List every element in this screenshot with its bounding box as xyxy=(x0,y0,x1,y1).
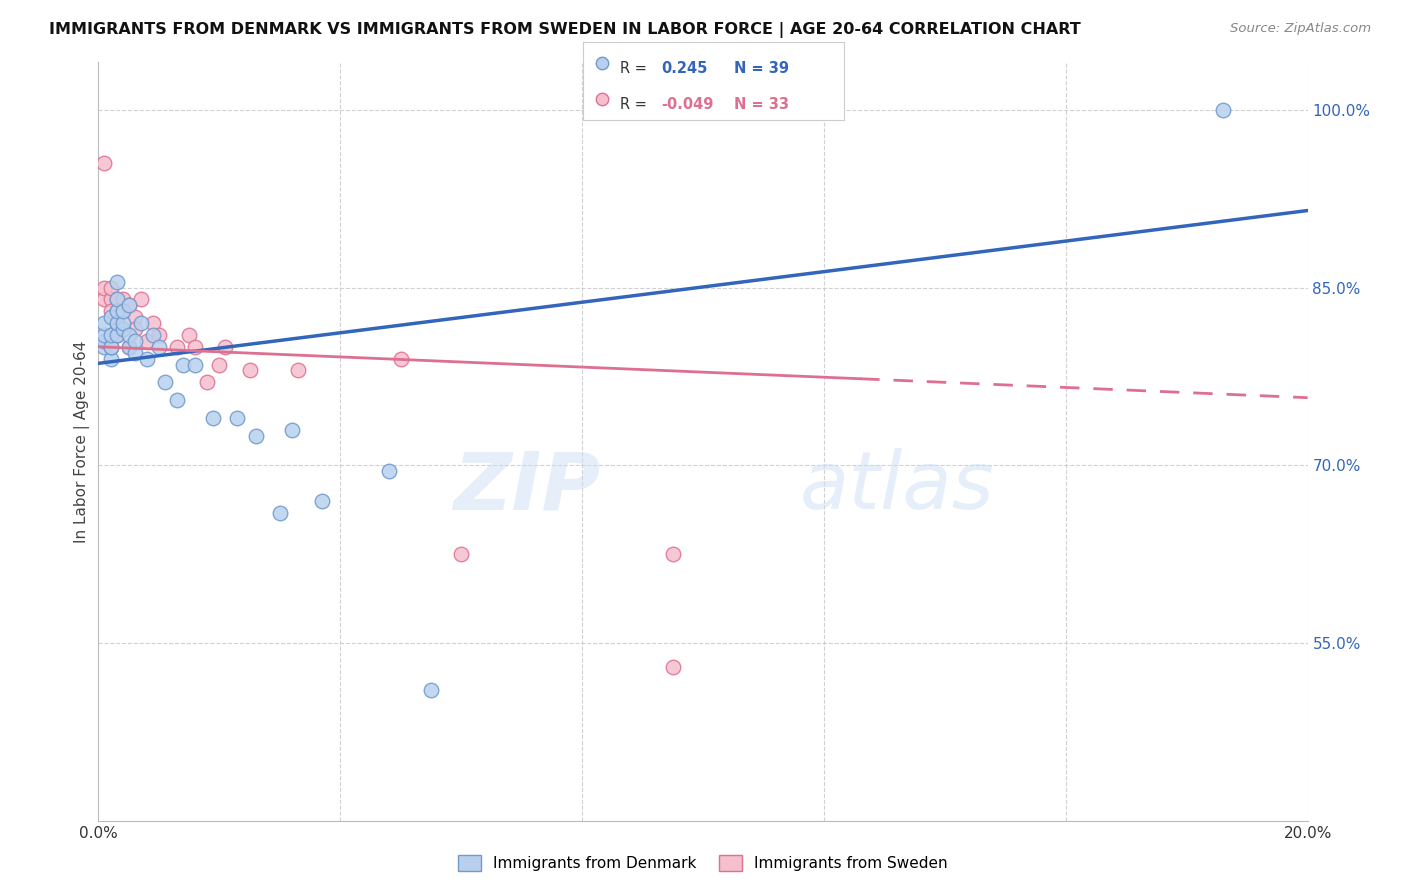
Point xyxy=(118,298,141,312)
Point xyxy=(93,293,115,307)
Point xyxy=(184,340,207,354)
Point xyxy=(214,340,236,354)
Text: IMMIGRANTS FROM DENMARK VS IMMIGRANTS FROM SWEDEN IN LABOR FORCE | AGE 20-64 COR: IMMIGRANTS FROM DENMARK VS IMMIGRANTS FR… xyxy=(49,22,1081,38)
Point xyxy=(118,340,141,354)
Point xyxy=(111,304,134,318)
Point xyxy=(100,280,122,294)
Point xyxy=(105,316,128,330)
Point xyxy=(100,340,122,354)
Point xyxy=(100,327,122,342)
Point xyxy=(661,659,683,673)
Point xyxy=(148,327,170,342)
Point xyxy=(1212,103,1234,117)
Point xyxy=(118,340,141,354)
Text: Source: ZipAtlas.com: Source: ZipAtlas.com xyxy=(1230,22,1371,36)
Point xyxy=(105,293,128,307)
Point xyxy=(245,428,267,442)
Point xyxy=(208,358,231,372)
Point xyxy=(269,506,291,520)
Point xyxy=(93,340,115,354)
Point xyxy=(172,358,194,372)
Point xyxy=(142,316,165,330)
Point xyxy=(420,683,443,698)
Point xyxy=(100,351,122,366)
Point xyxy=(179,327,201,342)
Point xyxy=(105,327,128,342)
Point xyxy=(111,304,134,318)
Point xyxy=(100,340,122,354)
Point xyxy=(105,293,128,307)
Point xyxy=(111,322,134,336)
Text: ZIP: ZIP xyxy=(453,448,600,526)
Point xyxy=(148,340,170,354)
Point xyxy=(450,547,472,561)
Point xyxy=(591,92,613,106)
Point xyxy=(195,376,218,390)
Point xyxy=(111,316,134,330)
Point xyxy=(129,293,152,307)
Text: 0.245: 0.245 xyxy=(662,62,707,77)
Point xyxy=(129,316,152,330)
Legend: Immigrants from Denmark, Immigrants from Sweden: Immigrants from Denmark, Immigrants from… xyxy=(451,849,955,878)
Point xyxy=(100,304,122,318)
Point xyxy=(591,56,613,70)
Point xyxy=(124,310,146,325)
Point xyxy=(105,275,128,289)
Point xyxy=(124,345,146,359)
Point xyxy=(226,410,249,425)
Point xyxy=(105,304,128,318)
Point xyxy=(105,327,128,342)
Point xyxy=(93,280,115,294)
Point xyxy=(281,423,304,437)
Point xyxy=(153,376,176,390)
Point xyxy=(105,316,128,330)
Point xyxy=(100,340,122,354)
Point xyxy=(111,293,134,307)
Point xyxy=(93,156,115,170)
Text: atlas: atlas xyxy=(800,448,994,526)
Text: R =: R = xyxy=(620,97,647,112)
Point xyxy=(100,310,122,325)
Point xyxy=(124,322,146,336)
Point xyxy=(118,298,141,312)
Text: -0.049: -0.049 xyxy=(662,97,714,112)
Point xyxy=(93,334,115,348)
Point xyxy=(287,363,309,377)
Point xyxy=(377,464,399,478)
Point xyxy=(389,351,412,366)
Text: N = 39: N = 39 xyxy=(734,62,789,77)
Point xyxy=(239,363,262,377)
Point xyxy=(93,327,115,342)
Point xyxy=(124,334,146,348)
Point xyxy=(166,393,188,408)
Text: N = 33: N = 33 xyxy=(734,97,789,112)
Text: R =: R = xyxy=(620,62,647,77)
Point xyxy=(184,358,207,372)
Point xyxy=(166,340,188,354)
Y-axis label: In Labor Force | Age 20-64: In Labor Force | Age 20-64 xyxy=(75,341,90,542)
Point xyxy=(105,304,128,318)
Point xyxy=(661,547,683,561)
Point xyxy=(202,410,225,425)
Point xyxy=(93,316,115,330)
Point xyxy=(118,327,141,342)
Point xyxy=(135,334,157,348)
Point xyxy=(100,293,122,307)
Point xyxy=(311,493,333,508)
Point xyxy=(142,327,165,342)
Point xyxy=(135,351,157,366)
